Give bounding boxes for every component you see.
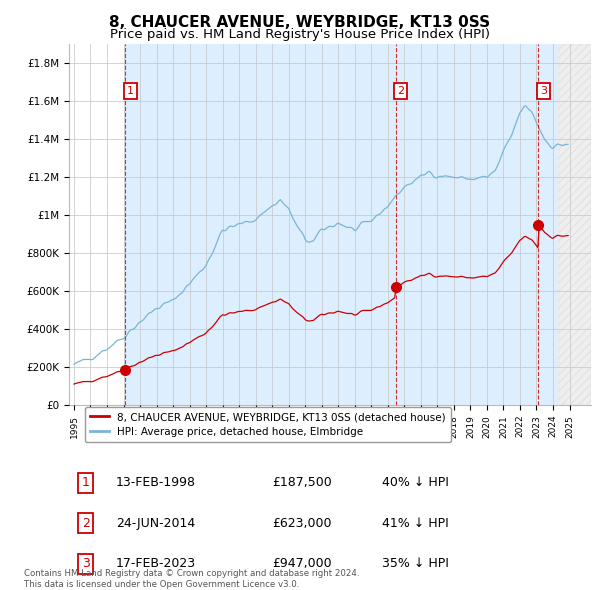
- Text: 41% ↓ HPI: 41% ↓ HPI: [382, 517, 449, 530]
- Text: 24-JUN-2014: 24-JUN-2014: [116, 517, 195, 530]
- Text: 2: 2: [82, 517, 89, 530]
- Text: Contains HM Land Registry data © Crown copyright and database right 2024.
This d: Contains HM Land Registry data © Crown c…: [24, 569, 359, 589]
- Text: 1: 1: [127, 86, 134, 96]
- Legend: 8, CHAUCER AVENUE, WEYBRIDGE, KT13 0SS (detached house), HPI: Average price, det: 8, CHAUCER AVENUE, WEYBRIDGE, KT13 0SS (…: [85, 407, 451, 442]
- Text: 3: 3: [540, 86, 547, 96]
- Text: £947,000: £947,000: [272, 557, 332, 570]
- Text: £623,000: £623,000: [272, 517, 332, 530]
- Text: 17-FEB-2023: 17-FEB-2023: [116, 557, 196, 570]
- Text: 13-FEB-1998: 13-FEB-1998: [116, 476, 196, 489]
- Bar: [538, 44, 558, 405]
- Text: £187,500: £187,500: [272, 476, 332, 489]
- Bar: [125, 44, 395, 405]
- Text: 8, CHAUCER AVENUE, WEYBRIDGE, KT13 0SS: 8, CHAUCER AVENUE, WEYBRIDGE, KT13 0SS: [109, 15, 491, 30]
- Text: Price paid vs. HM Land Registry's House Price Index (HPI): Price paid vs. HM Land Registry's House …: [110, 28, 490, 41]
- Text: 40% ↓ HPI: 40% ↓ HPI: [382, 476, 449, 489]
- Text: 35% ↓ HPI: 35% ↓ HPI: [382, 557, 449, 570]
- Text: 1: 1: [82, 476, 89, 489]
- Text: 2: 2: [397, 86, 404, 96]
- Text: 3: 3: [82, 557, 89, 570]
- Bar: [395, 44, 538, 405]
